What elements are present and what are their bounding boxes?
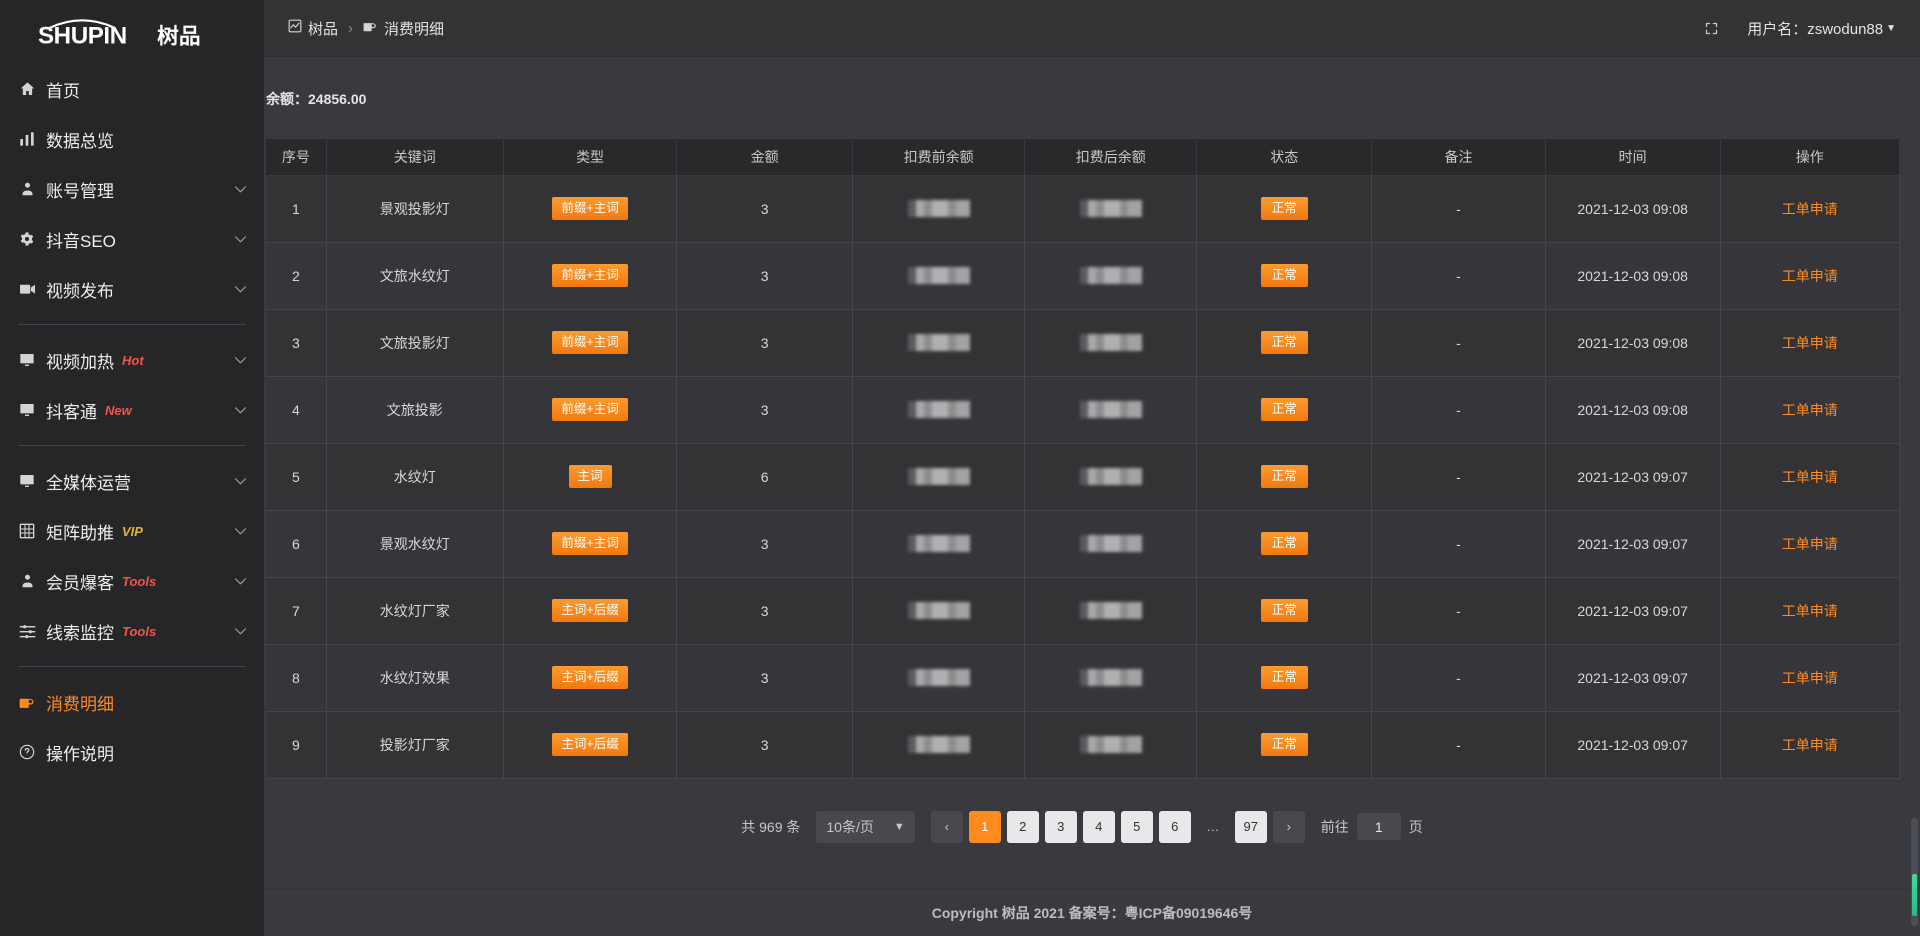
svg-text:SHUPIN: SHUPIN	[38, 23, 127, 47]
svg-text:树品: 树品	[157, 24, 200, 47]
